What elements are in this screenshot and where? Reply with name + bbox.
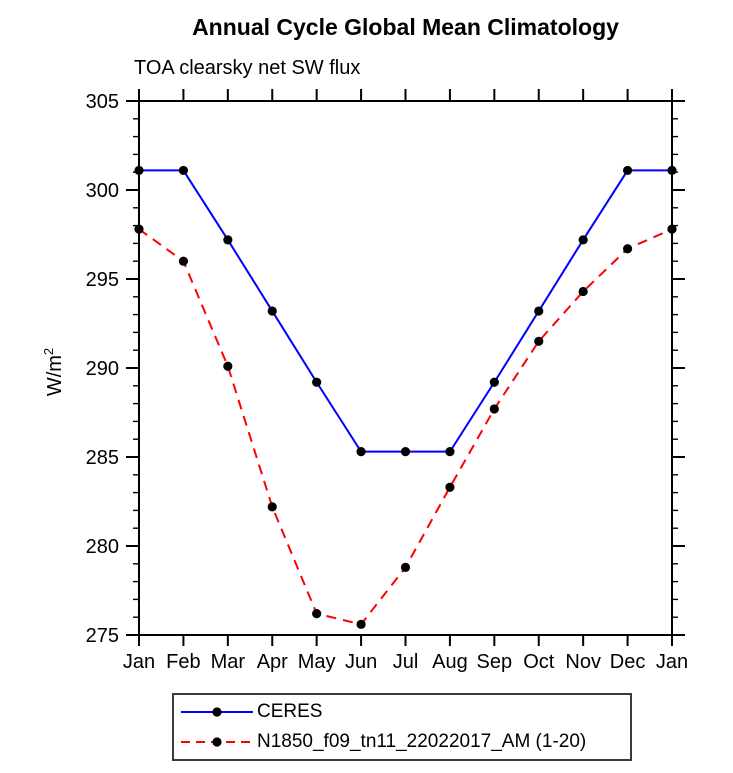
data-point-marker: [134, 224, 144, 234]
data-point-marker: [178, 165, 189, 176]
legend-item-model: N1850_f09_tn11_22022017_AM (1-20): [179, 729, 630, 755]
x-axis-tick-label: Apr: [257, 651, 288, 673]
x-axis-tick-label: Nov: [565, 651, 601, 673]
series-line-ceres: [139, 169, 672, 453]
data-point-marker: [178, 256, 189, 266]
data-point-marker: [223, 361, 233, 371]
data-point-marker: [667, 165, 677, 176]
data-point-marker: [622, 244, 633, 254]
legend-line-sample-model: [181, 737, 253, 747]
data-point-marker: [578, 286, 588, 297]
data-point-marker: [489, 404, 499, 414]
data-point-marker: [667, 224, 677, 234]
data-point-marker: [312, 377, 322, 387]
data-point-marker: [445, 482, 455, 492]
data-point-marker: [134, 165, 144, 176]
chart-title: Annual Cycle Global Mean Climatology: [192, 14, 619, 40]
chart-subtitle: TOA clearsky net SW flux: [134, 57, 361, 79]
x-axis-tick-label: Jul: [393, 651, 419, 673]
data-point-marker: [400, 447, 411, 457]
data-point-marker: [400, 562, 411, 572]
legend-item-ceres: CERES: [179, 699, 630, 725]
x-axis-tick-label: Aug: [432, 651, 468, 673]
y-axis-tick-label: 305: [86, 91, 119, 113]
y-axis-tick-label: 295: [86, 269, 119, 291]
x-axis-tick-label: Feb: [166, 651, 200, 673]
data-point-marker: [534, 306, 544, 316]
data-point-marker: [267, 502, 277, 512]
legend-label-ceres: CERES: [257, 701, 323, 722]
data-point-marker: [622, 165, 633, 176]
x-axis-tick-label: Jun: [345, 651, 377, 673]
y-axis-tick-label: 275: [86, 625, 119, 647]
legend-line-sample-ceres: [181, 707, 253, 717]
data-point-marker: [489, 377, 499, 387]
x-axis-tick-label: Jan: [656, 651, 688, 673]
x-axis-tick-label: Mar: [211, 651, 246, 673]
legend-label-model: N1850_f09_tn11_22022017_AM (1-20): [257, 731, 587, 752]
data-point-marker: [445, 447, 455, 457]
x-axis-tick-label: Oct: [523, 651, 555, 673]
data-point-marker: [267, 306, 277, 316]
data-point-marker: [534, 336, 544, 346]
x-axis-tick-label: Dec: [610, 651, 646, 673]
y-axis-tick-label: 280: [86, 536, 119, 558]
legend: CERES N1850_f09_tn11_22022017_AM (1-20): [172, 693, 632, 761]
x-axis-tick-label: Sep: [477, 651, 513, 673]
x-axis-tick-label: Jan: [123, 651, 155, 673]
y-axis-tick-label: 285: [86, 447, 119, 469]
data-point-marker: [223, 235, 233, 245]
y-axis-tick-label: 290: [86, 358, 119, 380]
y-axis-tick-label: 300: [86, 180, 119, 202]
x-axis-tick-label: May: [298, 651, 336, 673]
data-point-marker: [578, 235, 588, 245]
data-point-marker: [356, 619, 366, 629]
data-point-marker: [356, 447, 366, 457]
data-point-marker: [312, 609, 322, 619]
